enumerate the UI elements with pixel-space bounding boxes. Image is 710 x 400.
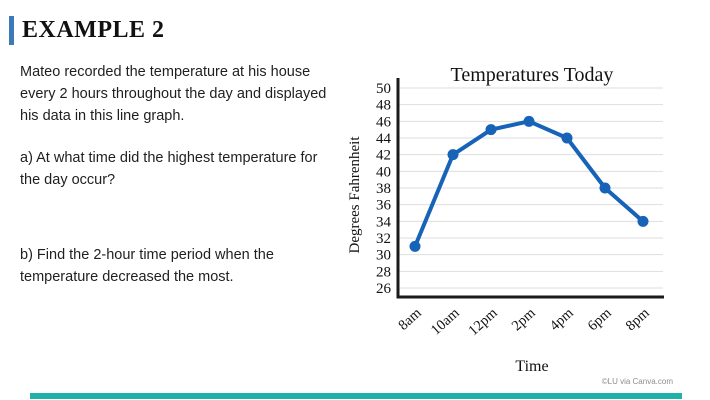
y-tick-label: 46	[376, 114, 392, 130]
y-tick-label: 44	[376, 131, 392, 147]
data-point	[409, 240, 421, 252]
footer-bar	[30, 393, 682, 399]
y-tick-label: 42	[376, 148, 391, 164]
data-series	[409, 115, 649, 252]
data-point	[485, 124, 497, 136]
question-a: a) At what time did the highest temperat…	[20, 150, 318, 188]
heading-accent-bar	[9, 16, 14, 45]
y-tick-label: 34	[376, 214, 392, 230]
question-b: b) Find the 2-hour time period when the …	[20, 247, 274, 285]
data-point	[523, 115, 535, 127]
x-tick-label: 12pm	[465, 305, 501, 339]
x-tick-labels: 8am 10am 12pm 2pm 4pm 6pm 8pm	[395, 305, 653, 339]
x-axis-label: Time	[515, 358, 548, 375]
y-tick-label: 30	[376, 248, 391, 264]
x-tick-label: 2pm	[509, 305, 539, 335]
y-tick-label: 32	[376, 231, 391, 247]
x-tick-label: 8am	[395, 305, 425, 334]
y-tick-label: 40	[376, 164, 391, 180]
y-axis-label: Degrees Fahrenheit	[347, 136, 363, 254]
intro-paragraph: Mateo recorded the temperature at his ho…	[20, 64, 327, 124]
x-tick-label: 4pm	[547, 305, 577, 335]
slide-heading: EXAMPLE 2	[22, 17, 165, 43]
y-tick-label: 26	[376, 281, 392, 297]
data-point	[447, 149, 459, 161]
series-line	[413, 119, 645, 249]
y-tick-label: 28	[376, 264, 391, 280]
data-point	[599, 182, 611, 194]
attribution: ©LU via Canva.com	[601, 377, 673, 386]
y-tick-label: 50	[376, 81, 391, 97]
data-point	[637, 215, 649, 227]
chart-svg: Temperatures Today 262830323436384042444…	[347, 64, 664, 375]
x-tick-label: 10am	[428, 305, 463, 339]
x-tick-label: 6pm	[585, 305, 615, 335]
chart-axes	[396, 78, 664, 299]
chart-title: Temperatures Today	[451, 64, 614, 86]
line-chart: Temperatures Today 26 28 30 32 34 36 38 40 42 44 4…	[345, 55, 710, 390]
chart-gridlines	[398, 87, 663, 289]
y-tick-label: 38	[376, 181, 391, 197]
x-tick-label: 8pm	[623, 305, 653, 335]
y-tick-label: 48	[376, 98, 391, 114]
y-tick-label: 36	[376, 198, 392, 214]
data-point	[561, 132, 573, 144]
